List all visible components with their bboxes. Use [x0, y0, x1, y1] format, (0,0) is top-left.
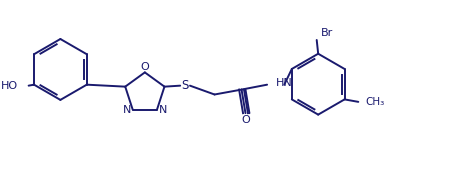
Text: HO: HO: [1, 81, 18, 91]
Text: N: N: [158, 105, 167, 115]
Text: HN: HN: [276, 78, 293, 88]
Text: CH₃: CH₃: [365, 97, 384, 107]
Text: Br: Br: [321, 28, 333, 38]
Text: O: O: [241, 114, 250, 124]
Text: O: O: [141, 62, 149, 73]
Text: N: N: [123, 105, 131, 115]
Text: S: S: [181, 79, 189, 92]
